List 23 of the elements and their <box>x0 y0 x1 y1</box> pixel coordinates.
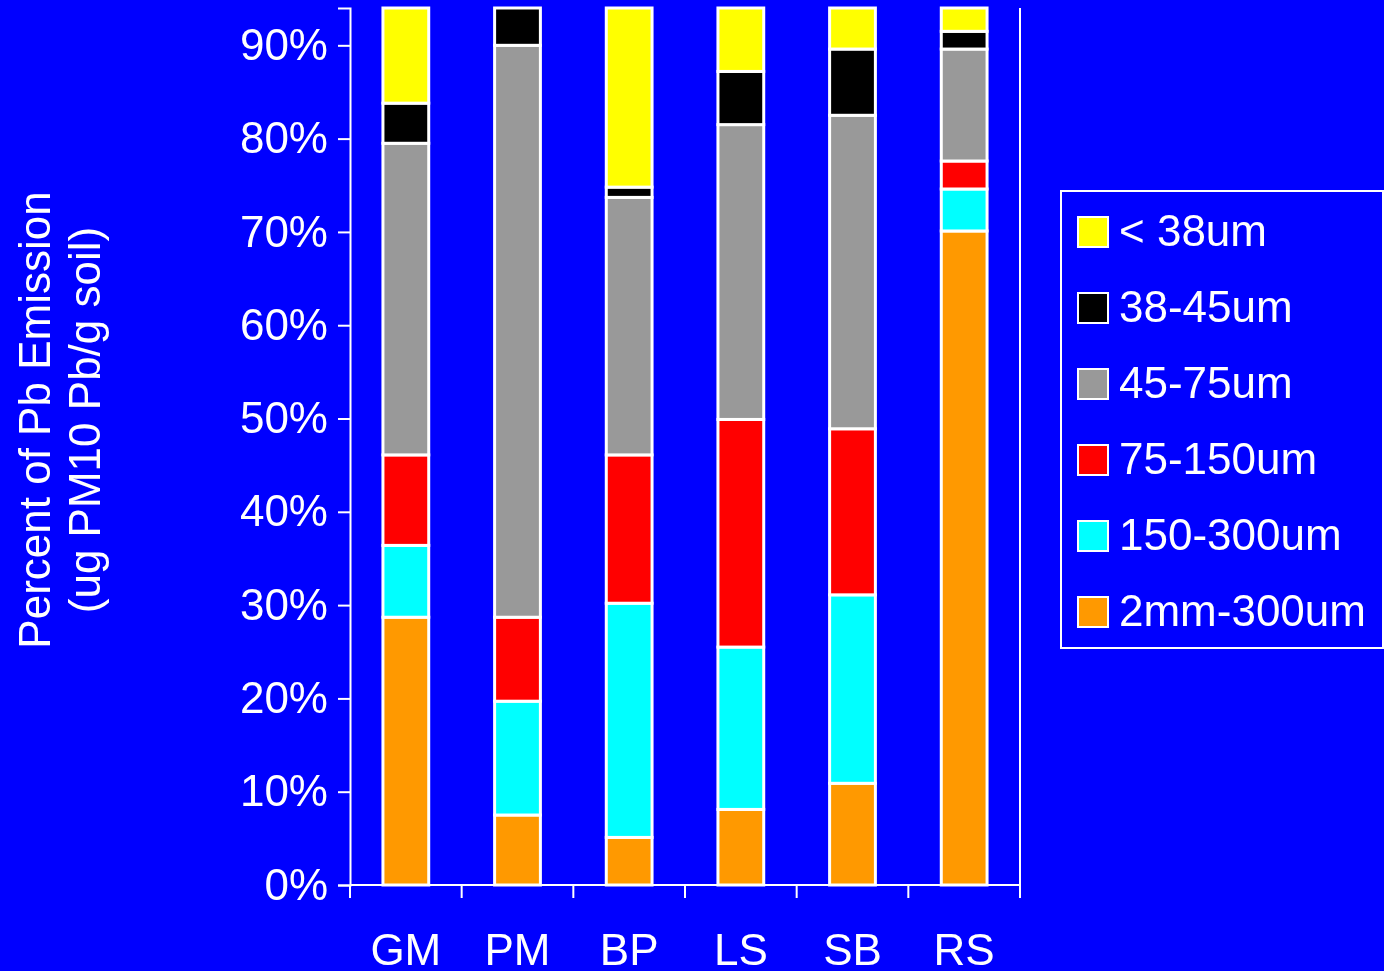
y-tick-label: 40% <box>239 486 328 536</box>
x-tick-label: RS <box>933 925 995 971</box>
y-tick-label: 90% <box>239 19 328 69</box>
y-tick-label: 0% <box>264 859 328 909</box>
y-tick-label: 30% <box>239 579 328 629</box>
legend-label: 45-75um <box>1119 358 1293 407</box>
x-tick-label: BP <box>599 925 659 971</box>
y-axis-title: Percent of Pb Emission (ug PM10 Pb/g soil) <box>10 191 109 649</box>
y-tick-label: 20% <box>239 672 328 722</box>
y-tick-label: 60% <box>239 299 328 349</box>
legend-label: 75-150um <box>1119 434 1318 483</box>
x-tick-label: SB <box>823 925 882 971</box>
legend-label: 2mm-300um <box>1119 586 1366 635</box>
legend-label: 38-45um <box>1119 282 1293 331</box>
y-tick-label: 80% <box>239 113 328 163</box>
x-tick-label: LS <box>713 925 768 971</box>
y-tick-label: 10% <box>239 766 328 816</box>
legend-label: < 38um <box>1119 206 1267 255</box>
legend-label: 150-300um <box>1119 510 1342 559</box>
x-tick-label: PM <box>484 925 551 971</box>
y-tick-label: 70% <box>239 206 328 256</box>
y-tick-label: 50% <box>239 393 328 443</box>
x-tick-label: GM <box>370 925 442 971</box>
